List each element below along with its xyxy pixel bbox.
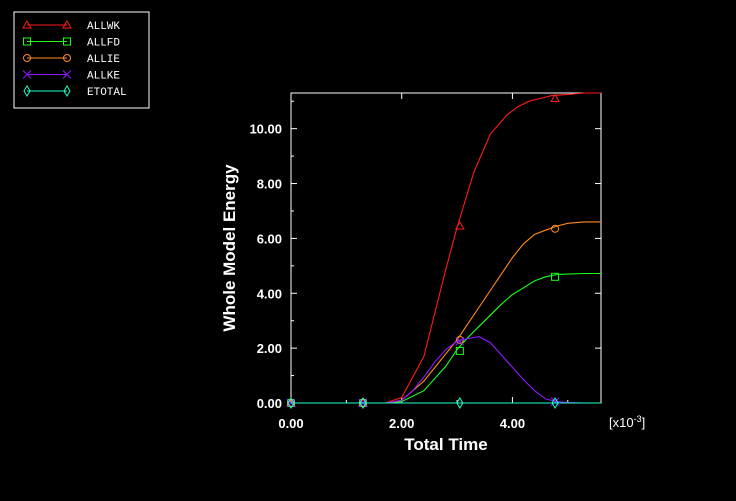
legend-marker-allie xyxy=(23,54,31,62)
legend-marker-etotal xyxy=(23,85,31,97)
series-etotal xyxy=(287,397,601,409)
legend-marker-allie xyxy=(63,54,71,62)
x-multiplier-exponent: -3 xyxy=(634,414,642,424)
legend-item-allwk: ALLWK xyxy=(22,19,120,33)
legend-marker-allke xyxy=(22,70,32,79)
series-line-allwk xyxy=(291,92,601,404)
y-tick-label: 6.00 xyxy=(257,231,282,246)
legend-marker-allfd xyxy=(23,37,31,46)
axis-ticks: 0.00 2.00 4.00 0.00 2.00 4.00 6.00 8.00 10.00 xyxy=(249,93,601,431)
data-point-allfd xyxy=(551,272,560,281)
legend-box xyxy=(13,11,150,109)
legend-item-allke: ALLKE xyxy=(22,70,120,83)
data-point-etotal xyxy=(551,397,559,409)
x-multiplier: [x10-3] xyxy=(609,414,645,430)
legend-item-etotal: ETOTAL xyxy=(23,85,127,99)
data-point-allie xyxy=(551,224,560,233)
data-point-allke xyxy=(455,336,465,346)
y-tick-label: 8.00 xyxy=(257,177,282,192)
legend-marker-allke xyxy=(62,70,72,79)
data-point-allwk xyxy=(454,221,465,230)
y-tick-label: 0.00 xyxy=(257,396,282,411)
data-point-allwk xyxy=(550,93,560,102)
legend-label: ETOTAL xyxy=(87,87,127,99)
data-point-allfd xyxy=(455,346,464,355)
x-tick-label: 0.00 xyxy=(278,416,303,431)
legend-marker-allfd xyxy=(63,37,71,46)
x-tick-label: 2.00 xyxy=(389,416,414,431)
legend-item-allie: ALLIE xyxy=(23,54,120,66)
legend-label: ALLIE xyxy=(87,54,120,66)
data-point-etotal xyxy=(456,397,464,409)
series-line-allfd xyxy=(291,272,601,404)
x-axis-title: Total Time xyxy=(404,435,487,454)
legend-item-allfd: ALLFD xyxy=(23,37,120,50)
y-tick-label: 10.00 xyxy=(249,122,282,137)
y-axis-title: Whole Model Energy xyxy=(220,164,239,332)
legend-label: ALLWK xyxy=(87,21,120,33)
data-point-etotal xyxy=(287,397,295,409)
y-tick-label: 4.00 xyxy=(257,286,282,301)
legend-marker-allwk xyxy=(62,19,72,29)
y-tick-label: 2.00 xyxy=(257,341,282,356)
data-point-etotal xyxy=(359,397,367,409)
legend-marker-allwk xyxy=(22,19,32,29)
series-layer xyxy=(286,92,601,409)
x-tick-label: 4.00 xyxy=(500,416,525,431)
legend: ALLWK ALLFD ALLIE ALLKE ETOTAL xyxy=(13,11,150,109)
x-multiplier-base: [x10 xyxy=(609,415,634,430)
legend-label: ALLKE xyxy=(87,71,120,83)
legend-marker-etotal xyxy=(63,85,71,97)
legend-label: ALLFD xyxy=(87,38,120,50)
x-multiplier-close: ] xyxy=(642,415,646,430)
